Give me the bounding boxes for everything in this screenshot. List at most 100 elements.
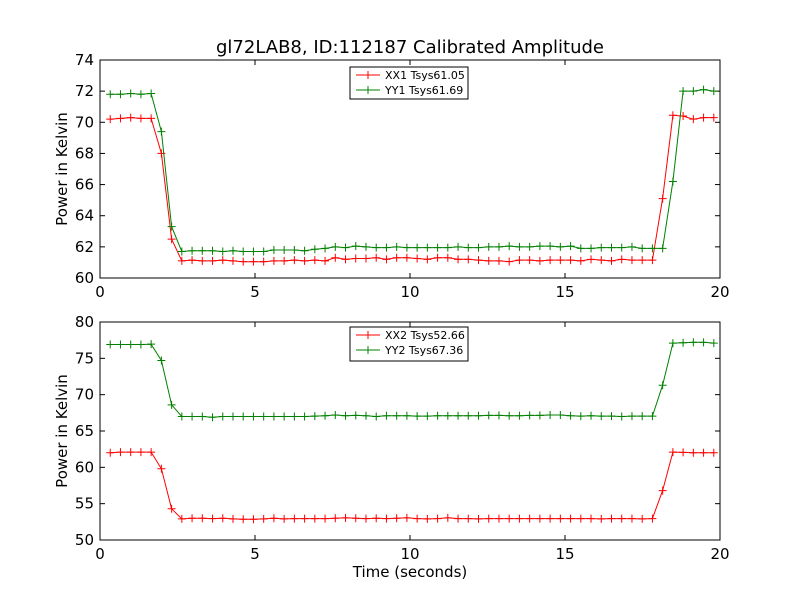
data-point (443, 253, 452, 262)
data-point (607, 514, 616, 523)
data-point (361, 254, 370, 263)
data-point (587, 514, 596, 523)
data-point (464, 243, 473, 252)
data-point (546, 242, 555, 251)
data-point (494, 256, 503, 265)
data-point (505, 257, 514, 266)
data-point (239, 412, 248, 421)
data-point (546, 514, 555, 523)
data-point (321, 514, 330, 523)
data-point (321, 244, 330, 253)
data-point (382, 411, 391, 420)
data-point (648, 256, 657, 265)
data-point (658, 194, 667, 203)
data-point (269, 514, 278, 523)
data-point (280, 245, 289, 254)
data-point (443, 411, 452, 420)
data-point (351, 411, 360, 420)
data-point (668, 448, 677, 457)
data-point (402, 411, 411, 420)
data-point (627, 242, 636, 251)
data-point (402, 513, 411, 522)
data-point (576, 244, 585, 253)
y-tick-label: 64 (75, 207, 94, 225)
data-point (413, 514, 422, 523)
series-1 (106, 448, 718, 524)
data-point (576, 514, 585, 523)
data-point (423, 412, 432, 421)
data-point (147, 340, 156, 349)
y-axis-label: Power in Kelvin (53, 112, 71, 226)
data-point (290, 514, 299, 523)
data-point (402, 243, 411, 252)
data-point (198, 514, 207, 523)
data-point (188, 514, 197, 523)
data-point (269, 412, 278, 421)
x-tick-label: 10 (400, 545, 419, 563)
data-point (351, 514, 360, 523)
data-point (546, 411, 555, 420)
data-point (413, 254, 422, 263)
data-point (106, 115, 115, 124)
data-point (689, 87, 698, 96)
y-tick-label: 70 (75, 113, 94, 131)
data-point (484, 242, 493, 251)
data-point (617, 255, 626, 264)
data-point (454, 242, 463, 251)
x-tick-label: 20 (710, 545, 729, 563)
data-point (228, 514, 237, 523)
x-tick-label: 5 (250, 545, 260, 563)
data-point (505, 514, 514, 523)
data-point (699, 113, 708, 122)
x-tick-label: 15 (555, 545, 574, 563)
data-point (177, 256, 186, 265)
data-point (167, 222, 176, 231)
data-point (147, 114, 156, 123)
data-point (525, 514, 534, 523)
data-point (136, 340, 145, 349)
data-point (597, 256, 606, 265)
data-point (167, 504, 176, 513)
data-point (617, 412, 626, 421)
legend-marker (364, 346, 372, 354)
data-point (607, 243, 616, 252)
data-point (116, 114, 125, 123)
data-point (188, 256, 197, 265)
data-point (392, 242, 401, 251)
data-point (341, 411, 350, 420)
data-point (269, 245, 278, 254)
data-point (413, 243, 422, 252)
data-point (136, 448, 145, 457)
data-point (699, 85, 708, 94)
data-point (290, 245, 299, 254)
data-point (587, 255, 596, 264)
data-point (587, 244, 596, 253)
series-line (110, 451, 714, 520)
legend: XX1 Tsys61.05 YY1 Tsys61.69 (349, 66, 469, 100)
data-point (433, 243, 442, 252)
data-point (638, 256, 647, 265)
data-point (331, 242, 340, 251)
data-point (709, 448, 718, 457)
data-point (147, 89, 156, 98)
data-point (443, 513, 452, 522)
data-point (617, 514, 626, 523)
data-point (290, 412, 299, 421)
data-point (259, 514, 268, 523)
y-tick-label: 62 (75, 238, 94, 256)
data-point (157, 127, 166, 136)
data-point (617, 243, 626, 252)
data-point (648, 514, 657, 523)
legend-marker (364, 331, 372, 339)
data-point (474, 411, 483, 420)
data-point (505, 242, 514, 251)
data-point (566, 256, 575, 265)
data-point (218, 256, 227, 265)
data-point (392, 411, 401, 420)
data-point (648, 244, 657, 253)
data-point (494, 411, 503, 420)
data-point (300, 514, 309, 523)
data-point (556, 411, 565, 420)
top-panel: 0 5 10 15 20 60 62 64 66 68 70 72 74 Power in Kelvin X… (53, 51, 730, 301)
data-point (126, 448, 135, 457)
